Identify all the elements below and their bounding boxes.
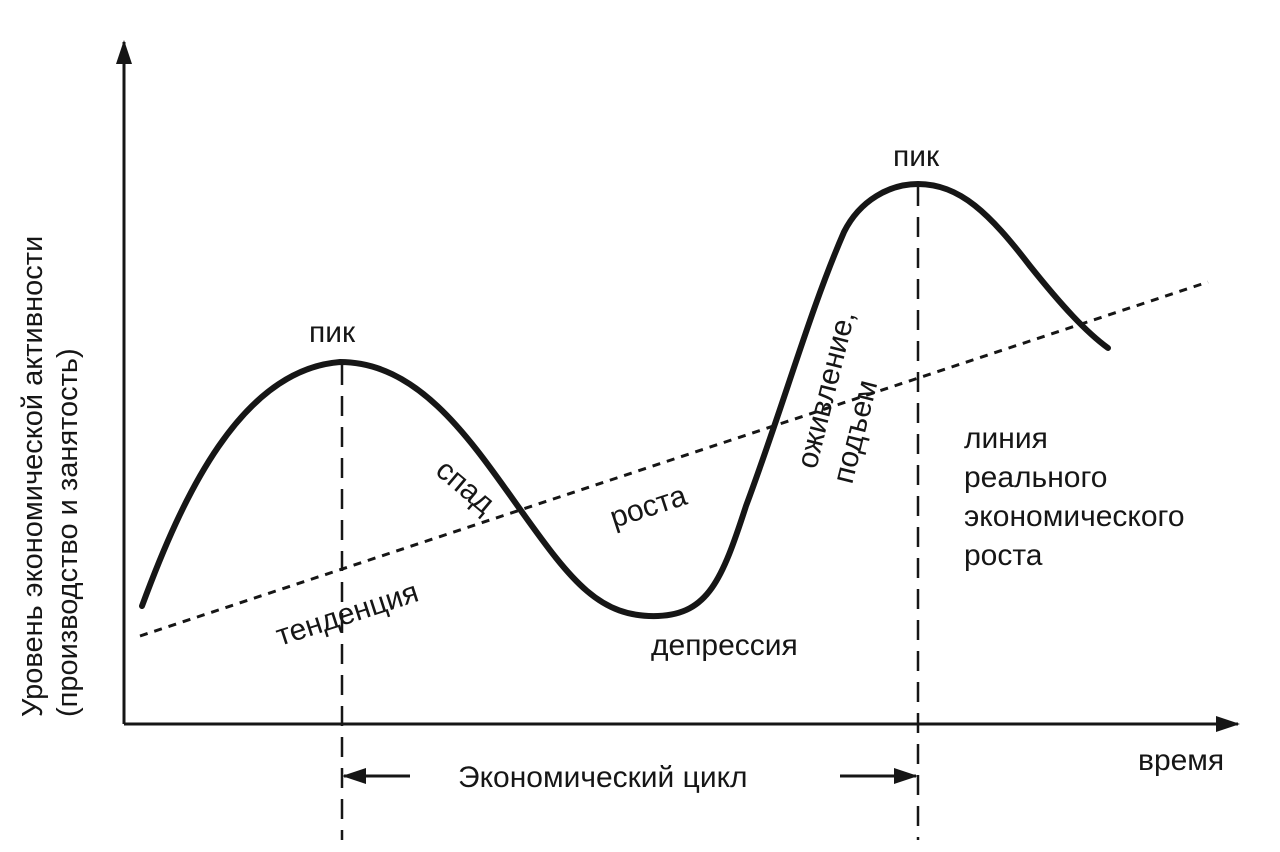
growth-line-label-1: линия bbox=[964, 422, 1048, 455]
depression-label: депрессия bbox=[651, 629, 798, 662]
peak-right-label: пик bbox=[893, 140, 940, 173]
y-axis-label-line2: (производство и занятость) bbox=[52, 348, 84, 717]
business-cycle-curve bbox=[139, 181, 1111, 620]
growth-line-label-2: реального bbox=[964, 461, 1107, 494]
x-axis-label: время bbox=[1138, 744, 1224, 777]
y-axis-label-line1: Уровень экономической активности bbox=[17, 236, 49, 717]
trend-label-word1: тенденция bbox=[272, 576, 423, 653]
peak-left-label: пик bbox=[309, 316, 356, 349]
trend-label-word2: роста bbox=[606, 479, 691, 535]
growth-line-label-4: роста bbox=[964, 539, 1043, 572]
economic-cycle-label: Экономический цикл bbox=[458, 761, 748, 794]
growth-line-label-3: экономического bbox=[964, 500, 1185, 533]
growth-trend-line bbox=[139, 280, 1209, 638]
